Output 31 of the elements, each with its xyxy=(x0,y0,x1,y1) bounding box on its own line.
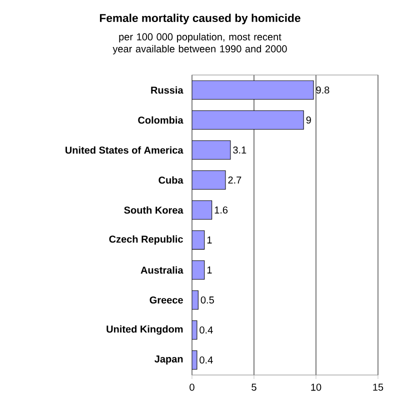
x-tick-label: 10 xyxy=(311,384,322,391)
data-label: 0.4 xyxy=(200,326,213,334)
chart-subtitle: per 100 000 population, most recent year available between 1990 and 2000 xyxy=(112,33,287,54)
data-label: 0.5 xyxy=(200,296,214,304)
data-label: 1 xyxy=(207,236,212,244)
chart-title: Female mortality caused by homicide xyxy=(100,14,300,24)
y-tick-label: Colombia xyxy=(138,116,184,124)
bar xyxy=(192,200,212,220)
x-tick-label: 15 xyxy=(373,384,384,391)
x-tick-label: 0 xyxy=(190,384,194,391)
y-tick-label: Russia xyxy=(151,86,184,94)
y-tick-label: United Kingdom xyxy=(106,325,183,335)
data-label: 3.1 xyxy=(233,146,246,154)
data-label: 9 xyxy=(306,116,311,124)
data-label: 2.7 xyxy=(228,176,242,184)
bar xyxy=(192,140,231,160)
data-label: 9.8 xyxy=(316,86,330,94)
bar xyxy=(192,110,304,130)
data-label: 1 xyxy=(207,266,212,274)
y-tick-label: Australia xyxy=(140,266,184,274)
bar xyxy=(192,170,226,190)
bar xyxy=(192,80,314,100)
y-tick-label: Greece xyxy=(150,296,183,304)
x-tick-label: 5 xyxy=(252,384,256,391)
y-tick-label: United States of America xyxy=(66,146,184,154)
y-tick-label: Cuba xyxy=(158,176,184,184)
y-tick-label: Czech Republic xyxy=(109,235,183,245)
data-label: 1.6 xyxy=(214,206,228,214)
data-label: 0.4 xyxy=(200,356,213,364)
y-tick-label: South Korea xyxy=(124,206,184,214)
y-tick-label: Japan xyxy=(154,356,183,364)
